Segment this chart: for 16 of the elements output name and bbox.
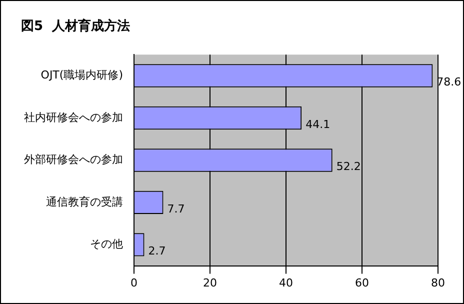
x-tick-label: 20 xyxy=(203,276,217,290)
y-tick-label: 外部研修会への参加 xyxy=(24,153,123,166)
data-label: 2.7 xyxy=(148,244,166,258)
y-tick-label: その他 xyxy=(90,238,123,251)
x-tick-label: 60 xyxy=(355,276,369,290)
y-tick-label: 通信教育の受講 xyxy=(46,195,123,208)
chart-title: 図5 人材育成方法 xyxy=(21,18,130,34)
x-tick-label: 0 xyxy=(130,276,138,290)
x-tick-label: 80 xyxy=(431,276,445,290)
x-tick-label: 40 xyxy=(279,276,293,290)
data-label: 44.1 xyxy=(306,118,330,131)
data-label: 52.2 xyxy=(336,160,361,174)
data-label: 78.6 xyxy=(436,76,462,89)
data-label: 7.7 xyxy=(167,202,185,216)
y-tick-label: OJT(職場内研修) xyxy=(40,68,123,82)
y-tick-label: 社内研修会への参加 xyxy=(24,110,123,124)
